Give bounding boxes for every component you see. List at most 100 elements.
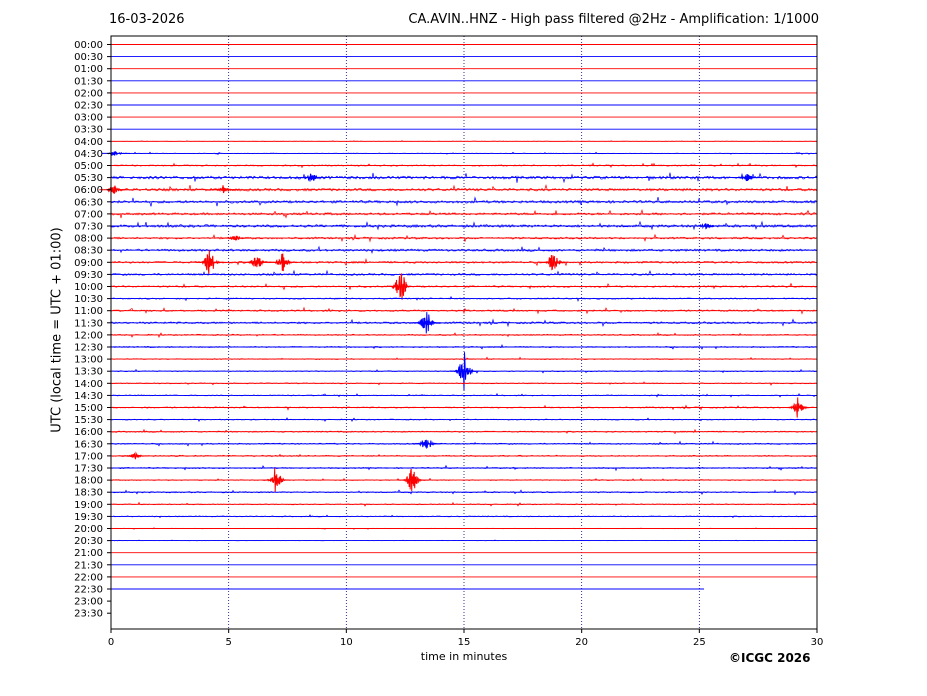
y-tick-label: 21:00 [74,548,103,559]
trace-noise-06:30 [110,196,818,207]
event-09:00-18.8 [539,255,568,271]
y-tick-label: 00:30 [74,52,103,63]
event-09:00-4.2 [195,250,225,275]
trace-noise-20:00 [110,527,818,530]
y-tick-label: 11:30 [74,318,103,329]
trace-noise-17:30 [110,464,818,472]
trace-noise-15:00 [110,404,818,411]
event-18:00-12.8 [398,468,427,492]
y-tick-label: 05:00 [74,161,103,172]
trace-noise-09:30 [110,269,818,276]
y-tick-label: 10:30 [74,294,103,305]
trace-noise-08:30 [110,245,818,255]
y-tick-label: 12:00 [74,330,103,341]
y-tick-label: 16:00 [74,427,103,438]
x-tick-label: 5 [225,637,231,648]
y-tick-label: 22:00 [74,572,103,583]
trace-noise-12:30 [110,344,818,350]
x-tick-label: 10 [340,637,353,648]
x-tick-label: 15 [458,637,471,648]
y-tick-label: 18:00 [74,476,103,487]
trace-noise-05:30 [110,172,818,184]
y-tick-label: 07:00 [74,209,103,220]
y-tick-label: 08:30 [74,246,103,257]
trace-noise-15:30 [110,417,818,422]
y-tick-label: 14:30 [74,391,103,402]
y-tick-label: 06:30 [74,197,103,208]
event-13:30-15 [450,352,479,391]
y-tick-label: 00:00 [74,40,103,51]
event-17:00-1 [120,451,149,460]
y-tick-label: 10:00 [74,282,103,293]
y-tick-label: 15:00 [74,403,103,414]
y-tick-label: 17:30 [74,464,103,475]
trace-noise-10:00 [110,282,818,291]
trace-noise-10:30 [110,295,818,302]
y-tick-label: 06:00 [74,185,103,196]
event-10:00-12.3 [386,273,415,300]
event-15:00-29.2 [784,397,813,418]
y-tick-label: 12:30 [74,343,103,354]
trace-noise-18:30 [110,489,818,496]
trace-noise-16:00 [110,428,818,435]
y-tick-label: 02:30 [74,101,103,112]
trace-noise-19:00 [110,501,818,507]
x-tick-label: 20 [575,637,588,648]
y-tick-label: 01:30 [74,76,103,87]
trace-noise-14:00 [110,381,818,386]
y-tick-label: 13:00 [74,355,103,366]
trace-noise-18:00 [110,477,818,481]
event-08:00-5.3 [221,235,251,241]
trace-noise-14:30 [110,392,818,398]
y-tick-label: 23:30 [74,609,103,620]
event-06:00-0.1 [99,185,128,194]
y-tick-label: 20:00 [74,524,103,535]
trace-noise-16:30 [110,440,818,447]
y-tick-label: 04:00 [74,137,103,148]
y-tick-label: 04:30 [74,149,103,160]
trace-noise-11:30 [110,318,818,328]
y-tick-label: 18:30 [74,488,103,499]
copyright-label: ©ICGC 2026 [729,651,811,665]
y-tick-label: 09:00 [74,258,103,269]
y-tick-label: 20:30 [74,536,103,547]
y-tick-label: 16:30 [74,439,103,450]
chart-title: CA.AVIN..HNZ - High pass filtered @2Hz -… [408,12,819,27]
x-tick-label: 0 [108,637,114,648]
y-tick-label: 09:30 [74,270,103,281]
event-07:30-25.3 [692,223,721,230]
trace-noise-05:00 [110,162,818,169]
event-16:30-13.4 [412,439,441,450]
y-tick-label: 14:00 [74,379,103,390]
event-05:30-8.5 [297,173,326,182]
y-tick-label: 03:00 [74,113,103,124]
y-tick-label: 13:30 [74,367,103,378]
y-tick-label: 17:00 [74,451,103,462]
y-tick-label: 15:30 [74,415,103,426]
x-axis-label: time in minutes [420,650,508,663]
y-tick-label: 21:30 [74,560,103,571]
trace-noise-17:00 [110,453,818,458]
event-11:30-13.4 [412,312,441,334]
event-05:30-27 [732,174,761,182]
x-tick-label: 25 [693,637,706,648]
y-tick-label: 19:00 [74,500,103,511]
trace-noise-09:00 [110,257,818,267]
event-18:00-7 [261,468,291,492]
trace-noise-11:00 [110,306,818,315]
y-tick-label: 03:30 [74,125,103,136]
event-09:00-6.2 [242,257,272,268]
trace-noise-04:30 [110,151,818,156]
trace-noise-12:00 [110,331,818,338]
trace-noise-19:30 [110,514,818,519]
y-tick-label: 05:30 [74,173,103,184]
x-tick-label: 30 [811,637,824,648]
y-tick-label: 01:00 [74,64,103,75]
trace-noise-20:30 [110,539,818,542]
y-tick-label: 19:30 [74,512,103,523]
event-04:30-0.2 [101,151,131,157]
y-tick-label: 23:00 [74,597,103,608]
event-06:00-4.8 [210,186,239,194]
trace-noise-07:00 [110,209,818,219]
